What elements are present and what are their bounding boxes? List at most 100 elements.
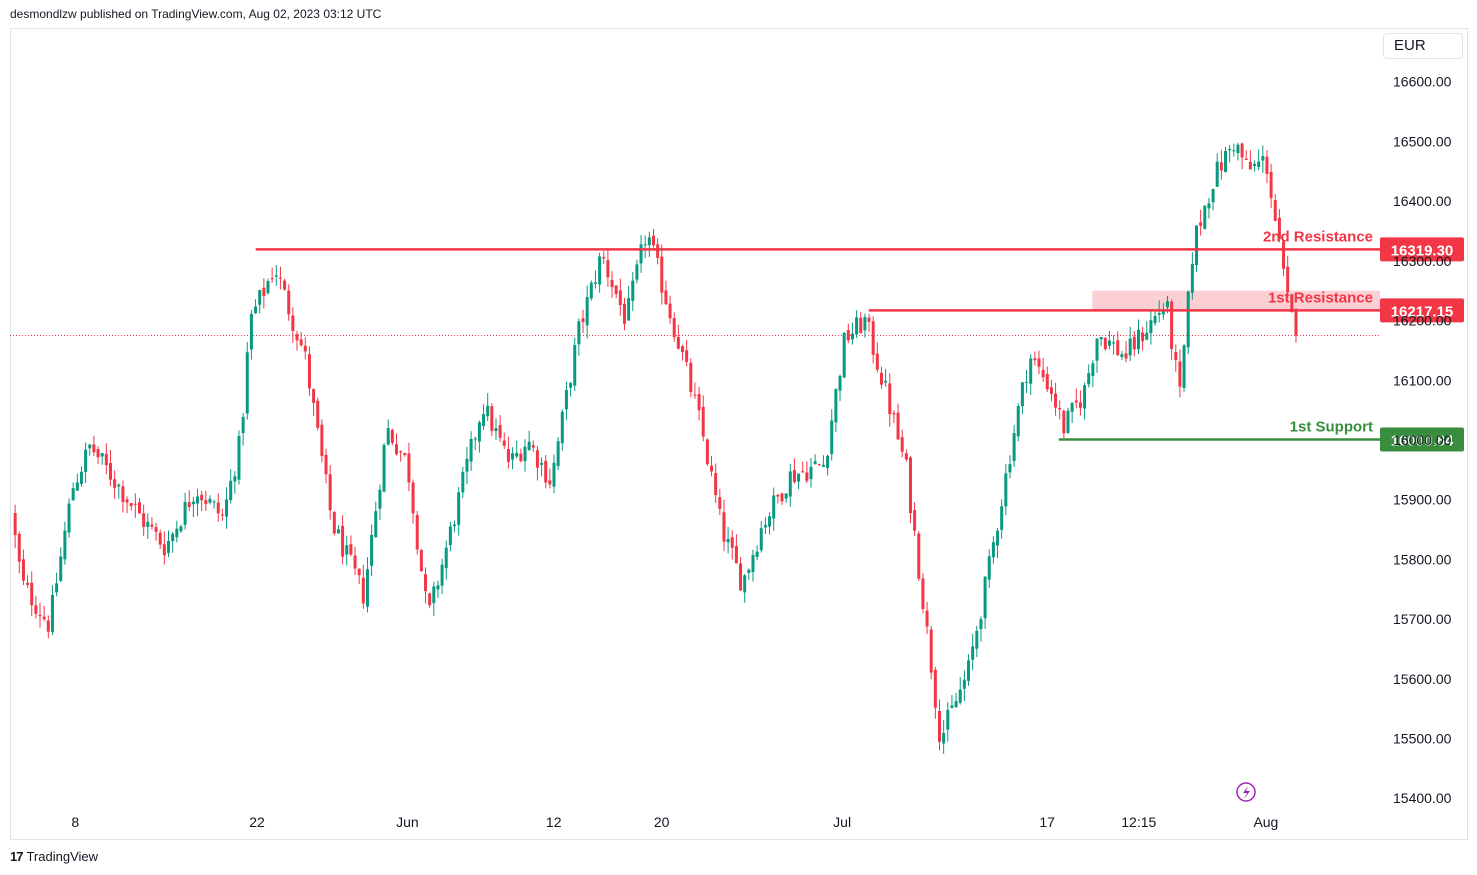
level-name-label: 1st Support	[1290, 418, 1373, 435]
candle	[921, 573, 925, 614]
candle	[535, 445, 539, 481]
candle	[734, 534, 738, 564]
candle	[1091, 360, 1095, 387]
candle	[324, 448, 328, 484]
candle	[142, 504, 146, 536]
candle	[436, 580, 440, 598]
candle	[353, 546, 357, 576]
candle	[1120, 351, 1124, 360]
candle	[805, 461, 809, 484]
candle	[1244, 150, 1248, 161]
candle	[108, 449, 112, 487]
candle	[971, 633, 975, 671]
candle	[983, 575, 987, 629]
price-tick-label: 16300.00	[1393, 253, 1452, 269]
candle	[718, 488, 722, 516]
candle	[975, 625, 979, 658]
candle	[212, 499, 216, 509]
candle	[419, 549, 423, 572]
price-tick-label: 16600.00	[1393, 74, 1452, 90]
candle	[220, 508, 224, 521]
candle	[59, 547, 63, 583]
candle	[158, 529, 162, 549]
price-tick-label: 16200.00	[1393, 313, 1452, 329]
candle	[1012, 424, 1016, 467]
candle	[117, 483, 121, 499]
candle	[457, 487, 461, 536]
candle	[341, 515, 345, 565]
candle	[697, 386, 701, 421]
candle	[287, 284, 291, 321]
candle	[602, 251, 606, 264]
candle	[229, 469, 233, 504]
level-price-badge	[1380, 298, 1464, 323]
candle	[63, 521, 67, 565]
candle	[482, 404, 486, 430]
candle	[477, 420, 481, 453]
candle	[137, 498, 141, 514]
candle	[979, 616, 983, 642]
tradingview-logo[interactable]: 17 TradingView	[10, 849, 98, 864]
candle	[946, 702, 950, 742]
candle	[171, 531, 175, 553]
candle	[1136, 319, 1140, 355]
candle	[473, 436, 477, 451]
candle	[560, 409, 564, 451]
candle	[245, 341, 249, 420]
candle	[867, 313, 871, 332]
candle	[403, 452, 407, 457]
candle	[830, 409, 834, 461]
candle	[739, 557, 743, 591]
candle	[237, 430, 241, 485]
candle	[254, 299, 258, 315]
candle	[938, 699, 942, 751]
candle	[67, 498, 71, 538]
candle	[1033, 351, 1037, 366]
candle	[726, 526, 730, 554]
candle	[672, 312, 676, 342]
candle	[610, 271, 614, 298]
currency-selector[interactable]: EUR	[1383, 33, 1463, 59]
candles-layer	[13, 142, 1298, 754]
candle	[647, 231, 651, 257]
candle	[1294, 307, 1298, 343]
candle	[627, 285, 631, 321]
candle	[755, 545, 759, 561]
candle	[129, 502, 133, 511]
lightning-icon[interactable]	[1236, 782, 1256, 802]
candle	[618, 278, 622, 316]
candle	[660, 244, 664, 305]
candle	[428, 592, 432, 609]
price-tick-label: 15900.00	[1393, 492, 1452, 508]
candle	[1020, 381, 1024, 415]
candle	[490, 403, 494, 437]
candle	[1178, 349, 1182, 398]
candle	[38, 602, 42, 628]
candle	[817, 463, 821, 467]
candle	[1224, 146, 1228, 173]
candle	[92, 435, 96, 457]
candle	[55, 572, 59, 597]
candle	[639, 235, 643, 273]
candle	[154, 522, 158, 541]
candle	[842, 331, 846, 378]
candle	[34, 595, 38, 619]
candle	[1141, 326, 1145, 351]
price-tick-label: 16100.00	[1393, 372, 1452, 388]
price-tick-label: 15800.00	[1393, 551, 1452, 567]
candle	[162, 531, 166, 565]
candle	[797, 473, 801, 490]
candle	[552, 454, 556, 494]
candle	[1186, 290, 1190, 355]
candle	[1211, 188, 1215, 211]
candle	[386, 419, 390, 446]
candle	[1083, 382, 1087, 420]
candle	[1207, 197, 1211, 219]
candle	[544, 454, 548, 489]
candle	[390, 428, 394, 446]
candle	[370, 524, 374, 577]
candle	[593, 270, 597, 289]
candle	[30, 571, 34, 617]
candle	[1041, 357, 1045, 382]
